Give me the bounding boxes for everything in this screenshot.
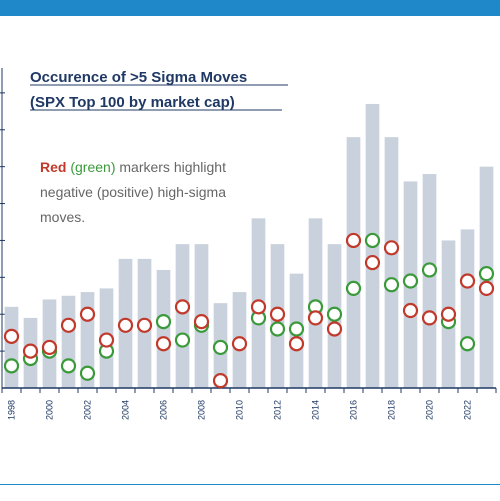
positive-marker <box>212 339 229 356</box>
footer <box>0 484 500 501</box>
negative-marker <box>307 310 324 326</box>
chart-subtitle: (SPX Top 100 by market cap) <box>30 94 235 111</box>
bar <box>4 306 19 388</box>
sigma-moves-chart: 1998 2000 2002 2004 2006 2008 2010 2012 2014 2016… <box>0 68 497 420</box>
x-tick-label: 2008 <box>197 400 207 420</box>
x-tick-label: 2014 <box>311 400 321 420</box>
positive-marker <box>79 365 96 381</box>
negative-marker <box>98 332 115 348</box>
x-tick-label: 2022 <box>463 400 473 420</box>
annotation-green-word: (green) <box>70 159 115 175</box>
negative-marker <box>79 306 96 322</box>
negative-marker <box>478 280 495 296</box>
positive-marker <box>174 332 191 348</box>
negative-marker <box>345 232 362 249</box>
positive-marker <box>459 336 476 352</box>
bar <box>175 244 190 388</box>
x-tick-label: 2006 <box>159 400 169 420</box>
bar <box>460 229 475 388</box>
x-tick-label: 2000 <box>45 400 55 420</box>
negative-marker <box>174 299 191 315</box>
bar <box>384 137 399 388</box>
annotation-red-word: Red <box>40 159 70 175</box>
negative-marker <box>117 317 134 333</box>
top-banner <box>0 0 500 16</box>
positive-marker <box>364 232 381 249</box>
negative-marker <box>41 339 58 356</box>
positive-marker <box>3 358 20 374</box>
x-tick-label: 2020 <box>425 400 435 420</box>
x-tick-label: 2004 <box>121 400 131 420</box>
x-tick-label: 2018 <box>387 400 397 420</box>
negative-marker <box>155 336 172 352</box>
positive-marker <box>383 277 400 293</box>
annotation-line-3: moves. <box>40 209 85 225</box>
chart-title: Occurence of >5 Sigma Moves <box>30 69 247 86</box>
negative-marker <box>269 306 286 322</box>
positive-marker <box>288 321 305 337</box>
negative-marker <box>364 254 381 271</box>
negative-marker <box>383 240 400 256</box>
negative-marker <box>421 310 438 326</box>
annotation-rest: markers highlight <box>115 159 226 175</box>
x-tick-label: 1998 <box>7 400 17 420</box>
x-tick-label: 2002 <box>83 400 93 420</box>
positive-marker <box>60 358 77 374</box>
bar <box>422 174 437 388</box>
x-tick-label: 2010 <box>235 400 245 420</box>
x-tick-label: 2012 <box>273 400 283 420</box>
negative-marker <box>136 317 153 333</box>
x-tick-label: 2016 <box>349 400 359 420</box>
bar <box>61 295 76 388</box>
negative-marker <box>402 302 419 319</box>
negative-marker <box>459 273 476 289</box>
negative-marker <box>326 321 343 337</box>
positive-marker <box>478 266 495 282</box>
negative-marker <box>3 328 20 344</box>
chart-area: 1998 2000 2002 2004 2006 2008 2010 2012 2014 2016… <box>0 16 500 484</box>
positive-marker <box>269 321 286 337</box>
negative-marker <box>22 343 39 359</box>
negative-marker <box>212 373 229 389</box>
positive-marker <box>421 262 438 278</box>
negative-marker <box>250 299 267 315</box>
annotation-line-1: Red (green) markers highlight <box>40 159 226 175</box>
positive-marker <box>155 314 172 330</box>
positive-marker <box>345 280 362 296</box>
positive-marker <box>326 306 343 322</box>
negative-marker <box>288 336 305 352</box>
negative-marker <box>231 336 248 352</box>
annotation-line-2: negative (positive) high-sigma <box>40 184 226 200</box>
negative-marker <box>60 317 77 333</box>
negative-marker <box>440 306 457 322</box>
negative-marker <box>193 314 210 330</box>
positive-marker <box>402 273 419 289</box>
bar <box>346 137 361 388</box>
